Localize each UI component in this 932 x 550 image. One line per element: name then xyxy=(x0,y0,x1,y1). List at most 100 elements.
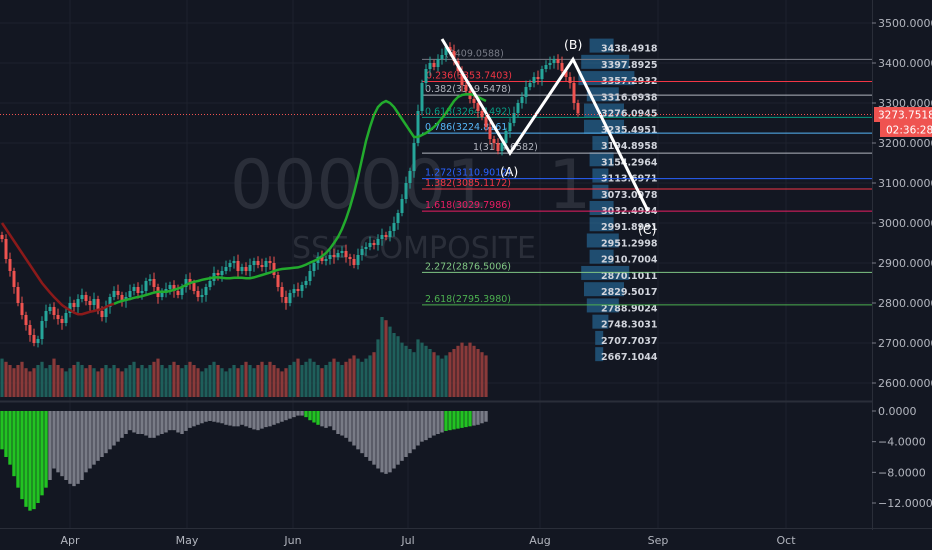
volume-bar xyxy=(364,358,368,397)
candle-body xyxy=(576,103,580,114)
oscillator-bar xyxy=(236,411,240,427)
candle-body xyxy=(276,275,280,287)
candle-body xyxy=(268,261,272,263)
volume-bar xyxy=(476,349,480,397)
candle-body xyxy=(128,291,132,297)
candle-body xyxy=(464,85,468,91)
time-axis[interactable]: Apr May Jun Jul Aug Sep Oct xyxy=(60,534,796,547)
oscillator-bar xyxy=(168,411,172,431)
oscillator-bar xyxy=(104,411,108,454)
volume-bar xyxy=(320,368,324,397)
volume-profile-label: 3276.0945 xyxy=(601,109,658,120)
oscillator-bar xyxy=(80,411,84,480)
candle-body xyxy=(372,243,376,245)
oscillator-bar xyxy=(360,411,364,454)
oscillator-bar xyxy=(228,411,232,426)
candle-body xyxy=(312,263,316,271)
volume-bar xyxy=(72,365,76,397)
candle-body xyxy=(60,319,64,323)
volume-bar xyxy=(56,365,60,397)
fib-label: 0.382(3319.5478) xyxy=(425,84,511,95)
price-axis[interactable]: 3500.0000 3400.0000 3300.0000 3200.0000 3100… xyxy=(872,17,932,390)
fibonacci-levels: (3409.0588) 0.236(3353.7403) 0.382(3319.54… xyxy=(422,48,872,306)
osc-tick-label: 0.0000 xyxy=(878,405,917,418)
candle-body xyxy=(216,273,220,275)
volume-bar xyxy=(76,361,80,397)
volume-bar xyxy=(428,349,432,397)
volume-bar xyxy=(176,365,180,397)
volume-bar xyxy=(404,345,408,397)
volume-bar xyxy=(472,345,476,397)
volume-bar xyxy=(444,355,448,397)
oscillator-bar xyxy=(452,411,456,430)
volume-profile-label: 3438.4918 xyxy=(601,44,658,55)
candle-body xyxy=(24,315,28,325)
fib-label: 0.236(3353.7403) xyxy=(426,71,512,82)
oscillator-bar xyxy=(396,411,400,465)
candle-body xyxy=(548,63,552,65)
candle-body xyxy=(444,47,448,55)
candlesticks xyxy=(0,42,580,348)
candle-body xyxy=(368,243,372,247)
oscillator-bar xyxy=(28,411,32,511)
oscillator-bar xyxy=(288,411,292,419)
volume-bar xyxy=(64,371,68,397)
price-tick-label: 2900.0000 xyxy=(878,257,932,270)
oscillator-bar xyxy=(148,411,152,438)
volume-bar xyxy=(440,358,444,397)
candle-body xyxy=(492,139,496,143)
volume-bar xyxy=(248,365,252,397)
volume-profile-label: 2991.8991 xyxy=(601,222,658,233)
volume-bar xyxy=(128,365,132,397)
oscillator-bar xyxy=(44,411,48,488)
oscillator-bar xyxy=(212,411,216,422)
volume-bars xyxy=(0,317,488,397)
candle-body xyxy=(272,263,276,275)
candle-body xyxy=(392,223,396,231)
oscillator-bar xyxy=(444,411,448,431)
oscillator-bar xyxy=(252,411,256,430)
volume-bar xyxy=(424,345,428,397)
candle-body xyxy=(248,265,252,271)
volume-bar xyxy=(388,326,392,397)
volume-bar xyxy=(160,365,164,397)
candle-body xyxy=(168,285,172,289)
volume-profile-bar xyxy=(584,119,624,134)
price-tick-label: 3500.0000 xyxy=(878,17,932,30)
candle-body xyxy=(260,265,264,267)
countdown-label: 02:36:28 xyxy=(886,125,932,137)
candle-body xyxy=(68,303,72,313)
candle-body xyxy=(552,59,556,63)
candle-body xyxy=(472,99,476,103)
price-tick-label: 3400.0000 xyxy=(878,57,932,70)
oscillator-bar xyxy=(476,411,480,425)
volume-bar xyxy=(132,361,136,397)
candle-body xyxy=(296,289,300,291)
volume-bar xyxy=(380,317,384,397)
candle-body xyxy=(240,267,244,271)
candle-body xyxy=(364,247,368,249)
current-price-badge: 3273.7518 02:36:28 xyxy=(874,107,932,137)
oscillator-axis[interactable]: 0.0000 −4.0000 −8.0000 −12.0000 xyxy=(872,405,932,510)
candle-body xyxy=(176,291,180,295)
oscillator-bar xyxy=(296,411,300,416)
time-tick-label: Sep xyxy=(648,534,669,547)
oscillator-bar xyxy=(264,411,268,428)
candle-body xyxy=(572,83,576,103)
candle-body xyxy=(428,63,432,69)
oscillator-bar xyxy=(376,411,380,469)
oscillator-bar xyxy=(68,411,72,484)
oscillator-bar xyxy=(176,411,180,433)
volume-bar xyxy=(220,368,224,397)
volume-bar xyxy=(272,365,276,397)
wave-label: (C) xyxy=(638,222,656,237)
oscillator-bar xyxy=(384,411,388,474)
volume-bar xyxy=(48,365,52,397)
candle-body xyxy=(480,111,484,117)
candle-body xyxy=(556,59,560,63)
oscillator-bar xyxy=(268,411,272,427)
oscillator-bar xyxy=(332,411,336,431)
candle-body xyxy=(180,287,184,295)
volume-bar xyxy=(352,355,356,397)
